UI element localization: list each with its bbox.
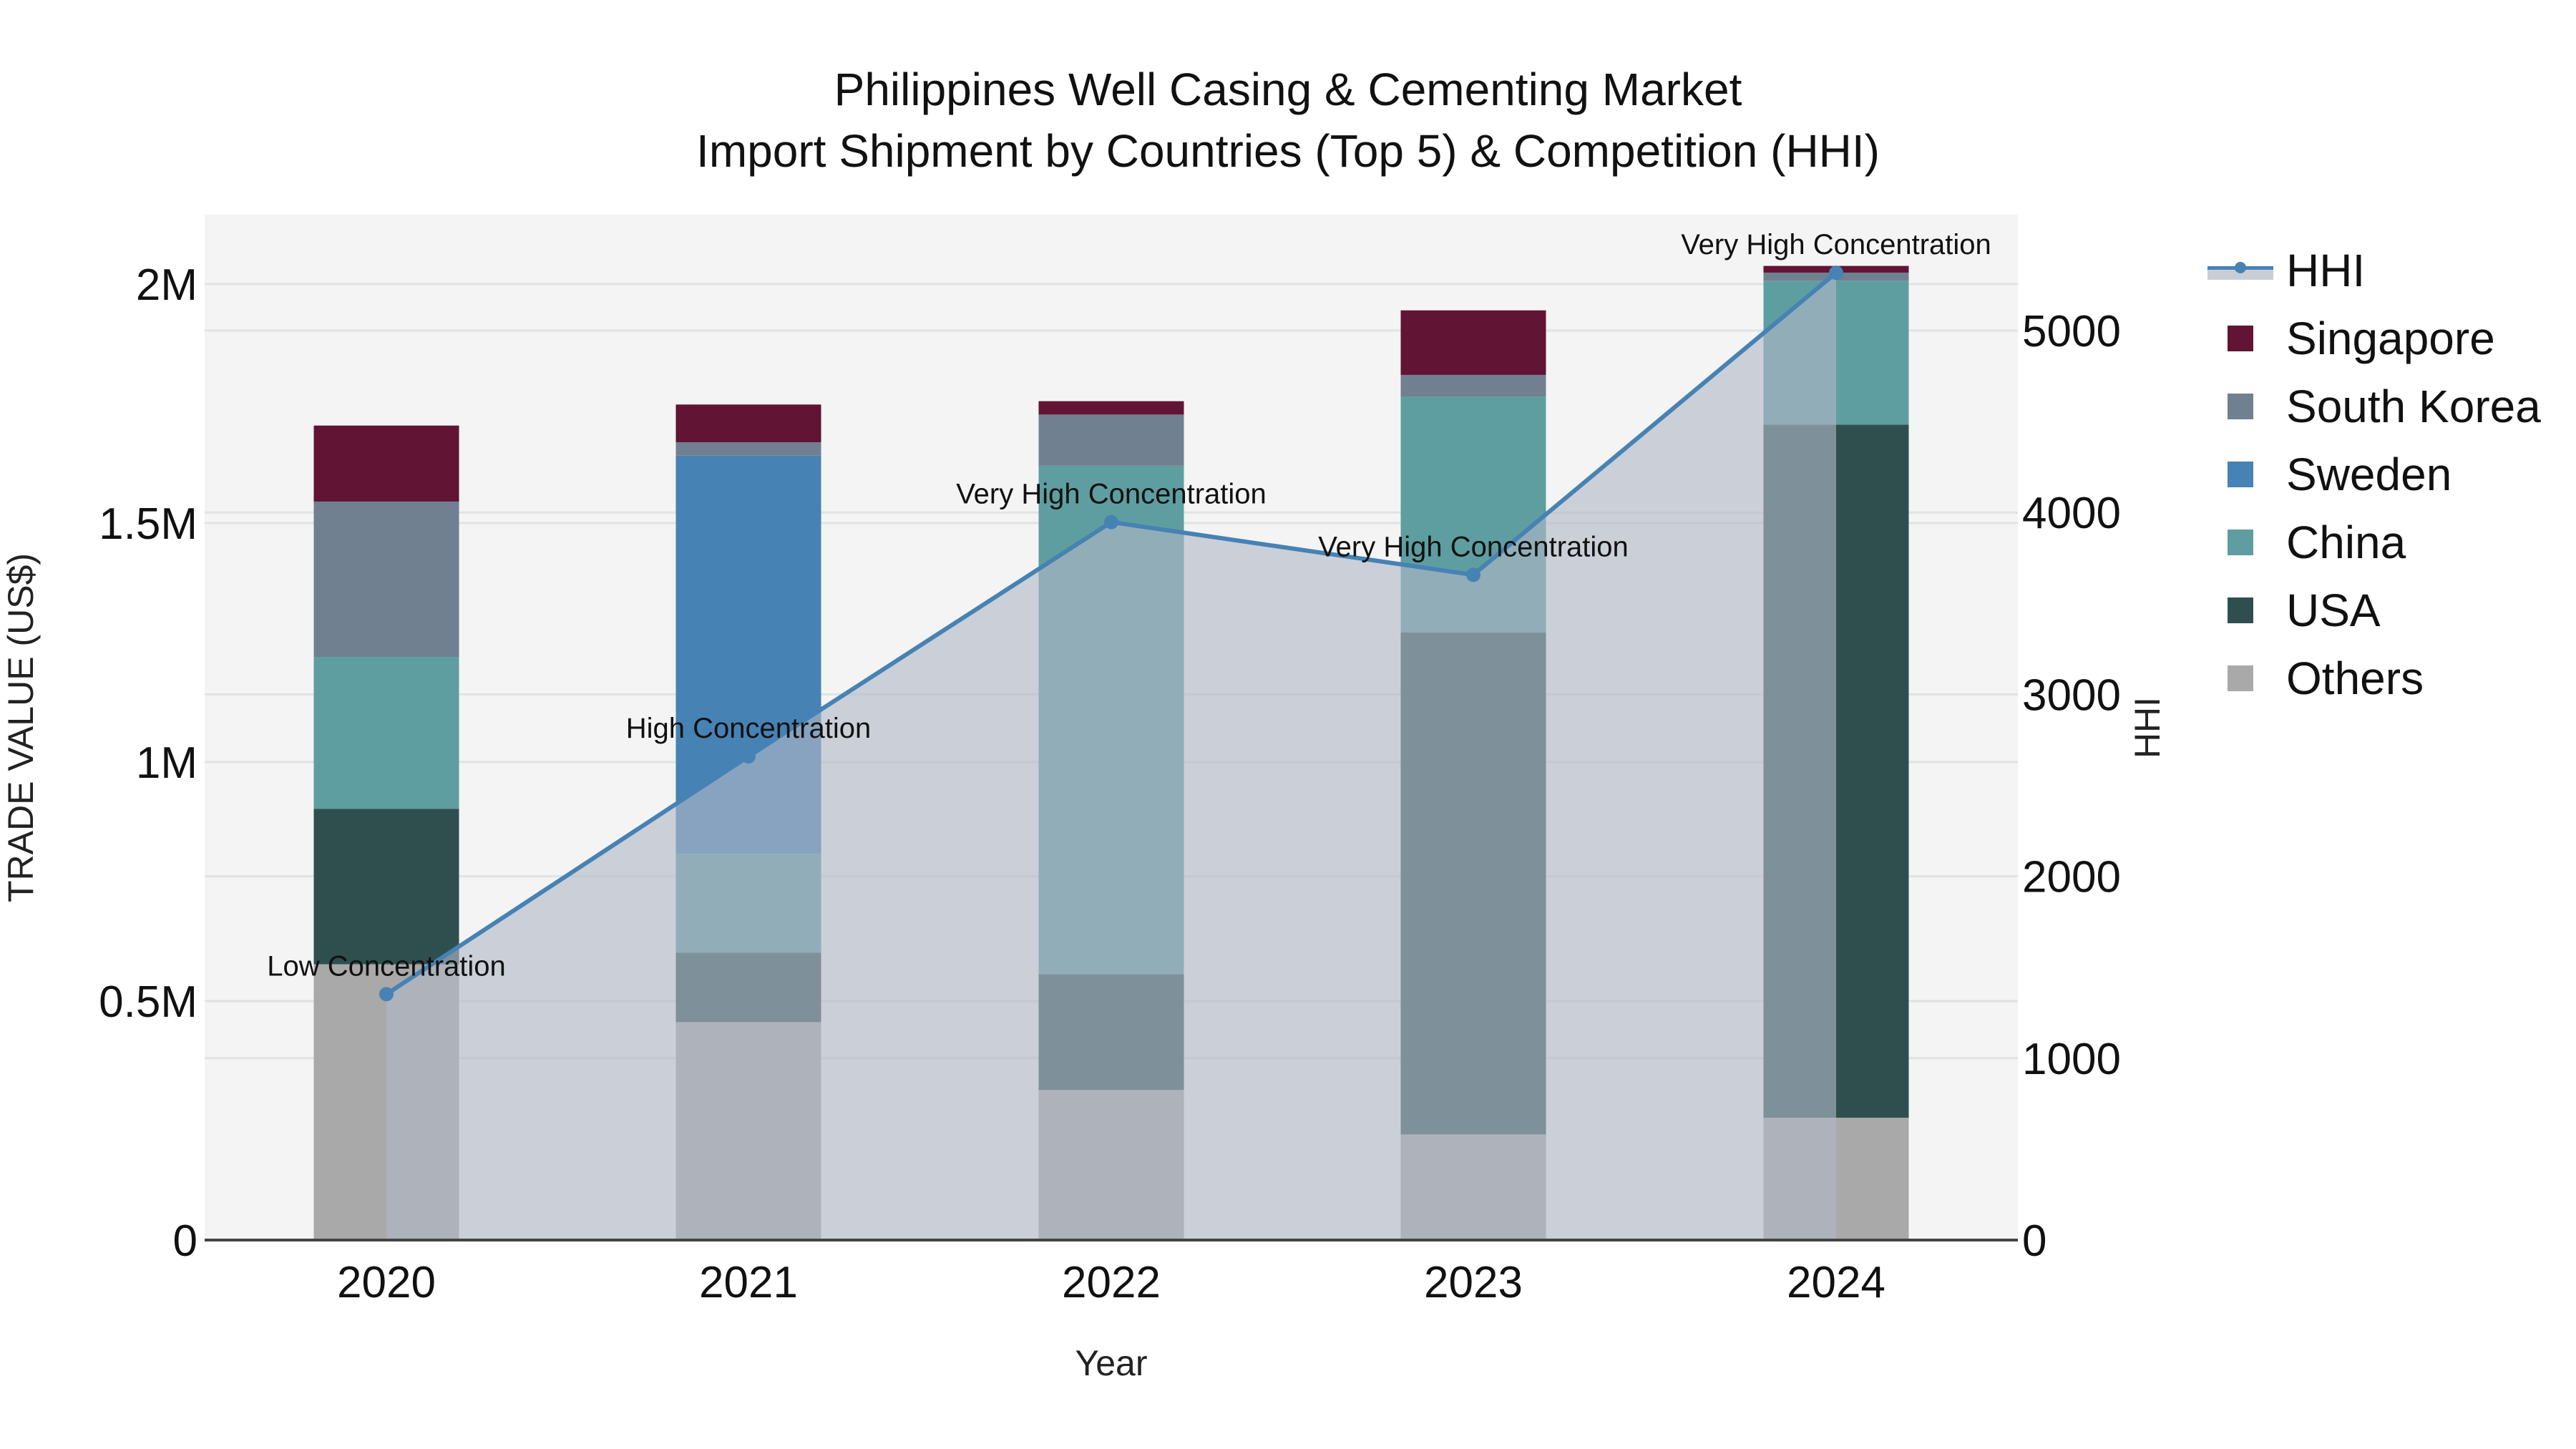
x-tick-label: 2024 [1787,1258,1885,1307]
bar-segment-singapore[interactable] [1400,310,1546,375]
legend-item-hhi[interactable]: HHI [2207,236,2541,304]
x-axis-title: Year [1075,1343,1147,1383]
hhi-annotation: Very High Concentration [1318,531,1629,562]
hhi-point-2022[interactable] [1104,514,1118,530]
x-tick-label: 2022 [1062,1258,1161,1307]
y-right-tick-label: 5000 [2022,307,2121,356]
hhi-annotation: Low Concentration [267,950,506,982]
chart-title-line1: Philippines Well Casing & Cementing Mark… [834,64,1742,115]
hhi-annotation: Very High Concentration [956,479,1267,510]
y-right-tick-label: 4000 [2022,489,2121,538]
y-left-tick-label: 1M [136,738,197,788]
y-axis-right-title: HHI [2127,697,2167,758]
hhi-point-2020[interactable] [379,987,394,1002]
legend: HHI Singapore South Korea Sweden China U… [2207,236,2541,712]
legend-item-others[interactable]: Others [2207,644,2541,712]
legend-label: USA [2286,584,2381,636]
legend-label: South Korea [2286,380,2541,432]
bar-segment-south-korea[interactable] [1400,374,1546,396]
legend-label: Singapore [2286,312,2495,364]
legend-label: China [2286,516,2406,568]
legend-item-south-korea[interactable]: South Korea [2207,372,2541,440]
bar-segment-singapore[interactable] [313,425,459,502]
color-swatch-icon [2228,461,2253,487]
y-right-tick-label: 1000 [2022,1035,2121,1084]
hhi-point-2021[interactable] [741,749,756,764]
bar-segment-singapore[interactable] [675,404,821,443]
legend-label: Sweden [2286,448,2452,500]
y-left-tick-label: 1.5M [99,499,197,549]
color-swatch-icon [2228,529,2253,555]
hhi-point-2023[interactable] [1466,567,1480,582]
legend-item-sweden[interactable]: Sweden [2207,440,2541,508]
y-right-tick-label: 3000 [2022,670,2121,720]
y-right-tick-label: 0 [2022,1216,2046,1266]
color-swatch-icon [2228,325,2253,351]
y-right-tick-label: 2000 [2022,853,2121,902]
bar-segment-south-korea[interactable] [1038,414,1184,466]
legend-item-china[interactable]: China [2207,508,2541,576]
bar-segment-south-korea[interactable] [313,501,459,658]
bar-segment-south-korea[interactable] [675,442,821,456]
x-tick-label: 2023 [1424,1258,1523,1307]
color-swatch-icon [2228,665,2253,691]
legend-item-usa[interactable]: USA [2207,576,2541,644]
bar-segment-china[interactable] [313,657,459,809]
hhi-annotation: High Concentration [626,713,871,744]
y-left-tick-label: 0.5M [99,977,197,1027]
legend-label: HHI [2286,244,2366,296]
hhi-annotation: Very High Concentration [1681,229,1991,260]
color-swatch-icon [2228,393,2253,419]
x-tick-label: 2020 [337,1258,436,1307]
axes: 0 0.5M 1M 1.5M 2M 0 1000 2000 3000 4000 5000 2020 20… [99,260,2121,1307]
hhi-point-2024[interactable] [1829,265,1843,280]
hhi-series [379,265,1843,1240]
line-marker-icon [2207,260,2273,281]
bar-segment-singapore[interactable] [1038,401,1184,415]
y-axis-left-title: TRADE VALUE (US$) [1,553,41,902]
hhi-annotations: Low Concentration High Concentration Very … [267,229,1991,982]
bar-segment-usa[interactable] [313,809,459,965]
y-left-tick-label: 2M [136,260,197,310]
color-swatch-icon [2228,597,2253,623]
x-tick-label: 2021 [699,1258,798,1307]
legend-item-singapore[interactable]: Singapore [2207,304,2541,372]
y-left-tick-label: 0 [173,1216,197,1266]
hhi-area [386,273,1836,1240]
legend-label: Others [2286,652,2424,704]
chart-title-line2: Import Shipment by Countries (Top 5) & C… [696,125,1880,177]
